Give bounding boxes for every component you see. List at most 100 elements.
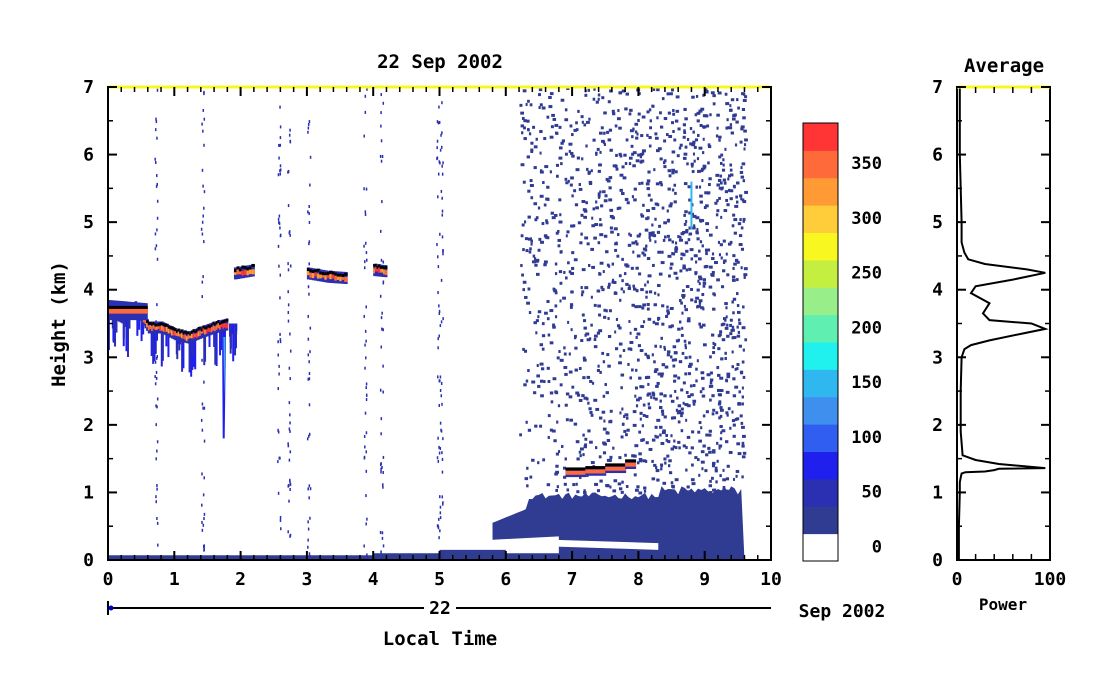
noise-speckle [726,464,730,468]
date-axis-start-marker [108,605,114,611]
noise-speckle [681,326,684,330]
noise-speckle [726,334,730,338]
noise-speckle [666,353,670,357]
cloud-top [373,263,376,267]
noise-speckle [647,402,651,406]
noise-speckle [561,444,564,448]
noise-speckle [530,239,533,243]
streak-speckle [278,156,280,160]
noise-speckle [595,407,600,411]
noise-speckle [640,159,645,163]
avg-x-axis-label: Power [979,595,1027,614]
noise-speckle [647,406,652,410]
noise-speckle [558,125,562,129]
noise-speckle [538,93,541,97]
noise-speckle [733,262,737,266]
noise-speckle [563,352,567,356]
noise-speckle [691,95,695,99]
noise-speckle [522,288,525,292]
noise-speckle [524,349,528,353]
noise-speckle [734,417,738,421]
noise-speckle [635,404,639,408]
noise-speckle [635,335,638,339]
streak-speckle [363,134,365,138]
noise-speckle [707,446,711,450]
noise-speckle [527,369,530,373]
noise-speckle [618,274,622,278]
noise-speckle [672,485,675,489]
noise-speckle [719,181,723,185]
noise-speckle [678,238,683,242]
noise-speckle [641,115,646,119]
cloud-core [251,269,255,275]
noise-speckle [671,160,674,164]
noise-speckle [685,249,689,253]
noise-speckle [555,452,559,456]
noise-speckle [689,142,694,146]
streak-speckle [155,117,157,121]
noise-speckle [593,345,598,349]
streak-speckle [287,311,290,315]
noise-speckle [619,154,623,158]
noise-speckle [661,409,665,413]
streak-speckle [308,220,311,224]
noise-speckle [725,252,728,256]
cloud-top [177,328,181,332]
noise-speckle [741,455,746,459]
noise-speckle [688,232,693,236]
noise-speckle [718,186,723,190]
noise-speckle [631,135,634,139]
cloud-top [146,320,149,324]
noise-speckle [656,230,661,234]
streak-speckle [201,232,204,236]
noise-speckle [549,92,554,96]
noise-speckle [583,489,586,493]
noise-speckle [557,238,562,242]
noise-speckle [549,391,554,395]
streak-speckle [441,196,443,200]
cloud-top [316,268,321,272]
noise-speckle [724,318,727,322]
noise-speckle [625,485,629,489]
noise-speckle [666,309,670,313]
noise-speckle [601,139,605,143]
noise-speckle [742,92,746,96]
streak-speckle [279,340,282,344]
streak-speckle [201,528,204,532]
noise-speckle [708,429,712,433]
noise-speckle [588,264,591,268]
streak-speckle [380,467,382,471]
noise-speckle [729,163,733,167]
streak-speckle [201,472,203,476]
noise-speckle [520,163,525,167]
noise-speckle [691,212,695,216]
colorbar-swatch [803,259,838,288]
noise-speckle [630,144,634,148]
noise-speckle [702,307,705,311]
colorbar-label: 50 [862,483,882,503]
noise-speckle [737,330,741,334]
noise-speckle [681,294,685,298]
streak-speckle [438,403,441,407]
noise-speckle [539,169,543,173]
noise-speckle [651,223,654,227]
noise-speckle [675,109,680,113]
streak-speckle [201,520,203,524]
noise-speckle [646,375,651,379]
cloud-top [172,327,176,331]
noise-speckle [743,267,748,271]
noise-speckle [543,380,546,384]
noise-speckle [730,131,735,135]
streak-speckle [203,380,205,384]
noise-speckle [672,252,676,256]
noise-speckle [637,461,640,465]
streak-speckle [201,428,204,432]
streak-speckle [288,427,291,431]
noise-speckle [568,270,572,274]
noise-speckle [580,293,584,297]
noise-speckle [611,262,615,266]
noise-speckle [691,463,694,467]
noise-speckle [734,367,737,371]
streak-speckle [366,87,368,91]
noise-speckle [643,486,647,490]
